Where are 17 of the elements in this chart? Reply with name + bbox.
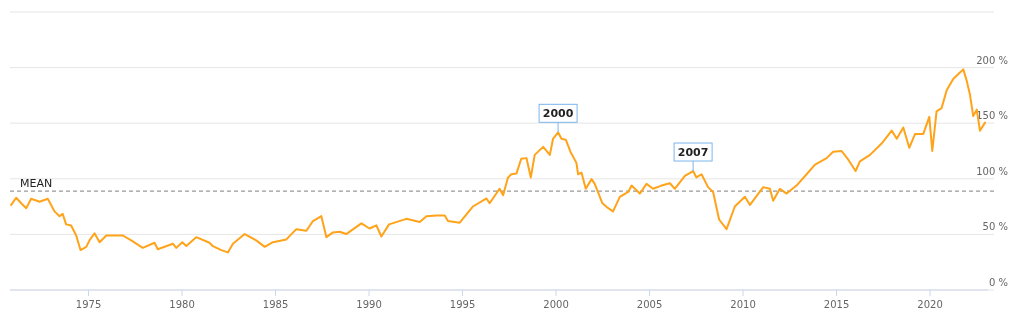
ref-line-label: MEAN (20, 177, 53, 191)
y-tick-label: 200 % (976, 54, 1008, 66)
y-tick-label: 50 % (982, 221, 1008, 233)
y-tick-label: 100 % (976, 165, 1008, 177)
x-tick-label: 1980 (169, 299, 195, 310)
x-tick-label: 2020 (917, 299, 943, 310)
x-tick-label: 1990 (356, 299, 382, 310)
x-tick-label: 1985 (262, 299, 289, 310)
annotation: 2007 (677, 146, 709, 160)
annotation: 2000 (542, 107, 574, 121)
x-tick-label: 1975 (75, 299, 102, 310)
x-tick-label: 2000 (543, 299, 569, 310)
x-tick-label: 2005 (636, 299, 663, 310)
x-tick-label: 1995 (449, 299, 476, 310)
y-tick-label: 0 % (988, 277, 1008, 288)
x-tick-label: 2015 (823, 299, 850, 310)
x-tick-label: 2010 (730, 299, 756, 310)
